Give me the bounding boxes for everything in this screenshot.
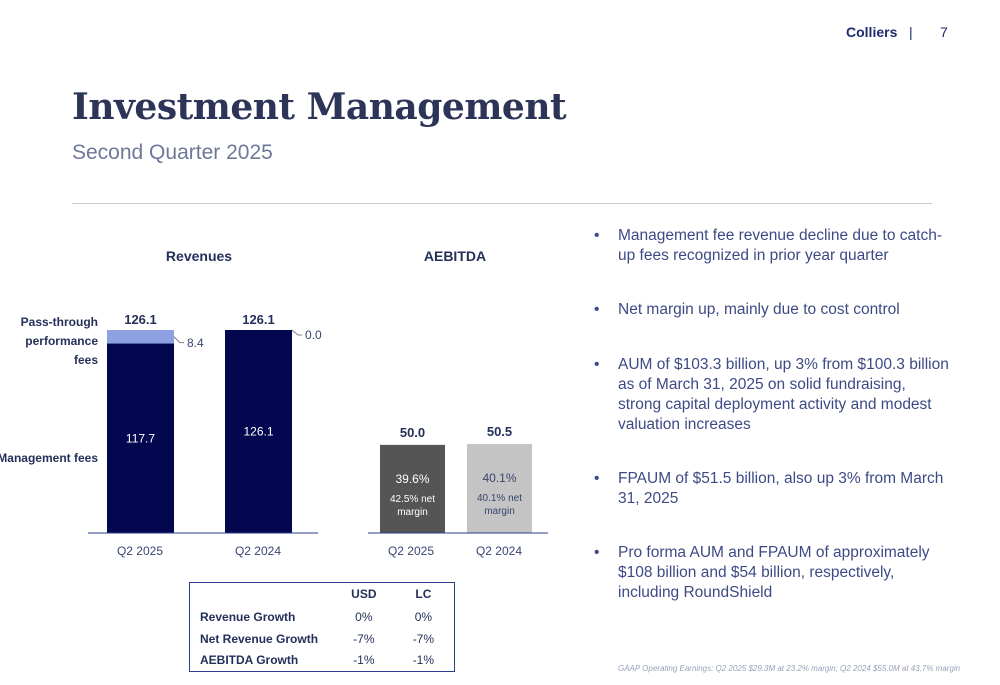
pass-through-bar [107, 330, 174, 344]
page-title: Investment Management [72, 86, 567, 128]
aebitda-total-label: 50.0 [400, 425, 425, 440]
table-header-metric [190, 583, 335, 606]
title-divider [72, 203, 932, 204]
revenues-total-label: 126.1 [124, 312, 157, 327]
revenues-chart-title: Revenues [166, 248, 232, 264]
pass-through-value-label: 0.0 [305, 328, 322, 342]
table-header-lc: LC [415, 587, 432, 602]
aebitda-margin-label: 39.6% [395, 472, 429, 486]
aebitda-bars: 50.0 39.6% 42.5% net margin 50.5 40.1% 40.1% n… [380, 424, 532, 533]
table-usd: -7% [353, 631, 375, 646]
management-fees-value-label: 117.7 [126, 431, 155, 445]
legend-management-fees: Management fees [0, 451, 98, 465]
pass-through-callout-line [173, 336, 184, 344]
growth-table: USD LC Revenue Growth 0% 0% Net Revenue … [189, 582, 455, 672]
table-lc: -1% [412, 653, 435, 668]
table-row: Revenue Growth 0% 0% [190, 606, 455, 628]
management-fees-value-label: 126.1 [243, 425, 273, 439]
bullet-item: Net margin up, mainly due to cost contro… [592, 300, 900, 320]
table-usd: 0% [355, 609, 373, 624]
table-metric: Revenue Growth [200, 609, 296, 624]
aebitda-net-margin-label: 40.1% net [477, 493, 522, 504]
revenues-category-label: Q2 2024 [235, 544, 281, 558]
charts-canvas: Revenues Pass-through performance fees M… [0, 248, 548, 558]
page-subtitle: Second Quarter 2025 [72, 141, 273, 164]
pass-through-value-label: 8.4 [187, 336, 204, 350]
bullet-item: Pro forma AUM and FPAUM of approximately… [592, 543, 952, 603]
aebitda-net-margin-label: margin [484, 506, 515, 517]
revenues-bars: 117.7 126.1 8.4 126.1 126.1 0.0 [107, 312, 322, 533]
aebitda-net-margin-label: margin [397, 507, 428, 518]
aebitda-total-label: 50.5 [487, 424, 512, 439]
table-lc: -7% [412, 631, 435, 646]
table-lc: 0% [414, 609, 433, 624]
legend-pass-through-line3: fees [74, 353, 98, 367]
table-row: AEBITDA Growth -1% -1% [190, 650, 455, 672]
bullet-item: FPAUM of $51.5 billion, also up 3% from … [592, 469, 952, 509]
table-metric: Net Revenue Growth [200, 631, 319, 646]
growth-table-header: USD LC [190, 583, 455, 606]
aebitda-net-margin-label: 42.5% net [390, 494, 435, 505]
aebitda-category-label: Q2 2025 [388, 544, 434, 558]
management-fees-bar [107, 343, 174, 533]
aebitda-bar [380, 444, 445, 533]
brand-name: Colliers [846, 24, 898, 40]
aebitda-category-label: Q2 2024 [476, 544, 522, 558]
revenues-total-label: 126.1 [242, 312, 275, 327]
bullet-item: Management fee revenue decline due to ca… [592, 226, 952, 266]
header-separator: | [909, 24, 913, 40]
table-metric: AEBITDA Growth [200, 653, 299, 668]
table-row: Net Revenue Growth -7% -7% [190, 628, 455, 650]
pass-through-callout-line [291, 329, 302, 336]
management-fees-bar [225, 330, 292, 533]
bullet-item: AUM of $103.3 billion, up 3% from $100.3… [592, 355, 952, 435]
table-usd: -1% [353, 653, 375, 668]
legend-pass-through-line1: Pass-through [21, 315, 98, 329]
aebitda-bar [467, 444, 532, 533]
table-header-usd: USD [351, 587, 377, 602]
revenues-category-label: Q2 2025 [117, 544, 163, 558]
legend-pass-through-line2: performance [25, 334, 98, 348]
aebitda-chart-title: AEBITDA [424, 248, 486, 264]
aebitda-margin-label: 40.1% [482, 471, 516, 485]
revenues-legend: Pass-through performance fees Management… [0, 315, 98, 465]
page-number: 7 [940, 24, 948, 40]
footnote: GAAP Operating Earnings: Q2 2025 $29.3M … [618, 664, 961, 673]
